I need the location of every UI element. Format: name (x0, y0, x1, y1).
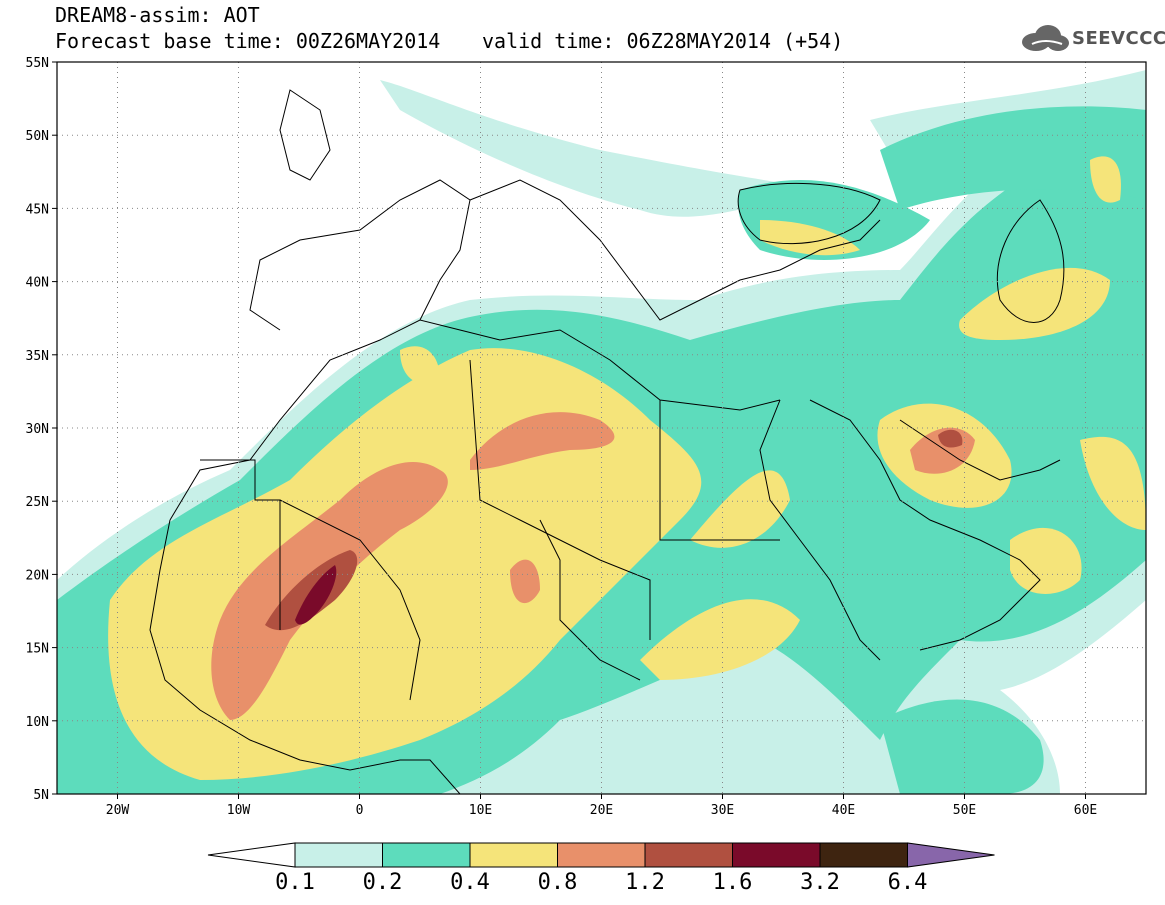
coastlines (149, 89, 1065, 794)
colorbar-segment (294, 842, 383, 868)
lon-tick-label: 60E (1074, 803, 1097, 818)
lat-tick-label: 25N (26, 495, 49, 510)
lon-tick-label: 20E (590, 803, 613, 818)
map-title: DREAM8-assim: AOT (55, 3, 260, 27)
seevccc-logo: SEEVCCC (1018, 22, 1165, 56)
colorbar-label: 0.2 (362, 870, 403, 895)
lat-tick-label: 55N (26, 56, 49, 71)
colorbar-segment (819, 842, 908, 868)
colorbar-label: 3.2 (800, 870, 840, 895)
colorbar-label: 0.1 (275, 870, 315, 895)
colorbar-arrow-low (207, 842, 296, 868)
colorbar (207, 842, 995, 868)
lon-tick-label: 40E (832, 803, 855, 818)
lat-tick-label: 20N (26, 568, 49, 583)
colorbar-segment (557, 842, 646, 868)
colorbar-segment (732, 842, 821, 868)
colorbar-segment (644, 842, 733, 868)
lat-tick-label: 5N (33, 788, 49, 803)
lon-tick-label: 30E (711, 803, 734, 818)
valid-time: valid time: 06Z28MAY2014 (+54) (482, 29, 844, 53)
lat-tick-label: 10N (26, 715, 49, 730)
lon-tick-label: 50E (953, 803, 976, 818)
lat-tick-label: 50N (26, 129, 49, 144)
lon-tick-label: 10W (227, 803, 251, 818)
forecast-base-time: Forecast base time: 00Z26MAY2014 (55, 29, 441, 53)
lat-tick-label: 15N (26, 642, 49, 657)
colorbar-label: 1.2 (625, 870, 665, 895)
colorbar-label: 1.6 (712, 870, 753, 895)
colorbar-label: 0.8 (537, 870, 578, 895)
lat-tick-label: 40N (26, 276, 49, 291)
colorbar-segment (382, 842, 471, 868)
colorbar-segment (469, 842, 558, 868)
colorbar-label: 0.4 (450, 870, 490, 895)
colorbar-arrow-high (907, 842, 995, 868)
lat-tick-label: 30N (26, 422, 49, 437)
cloud-icon (1022, 25, 1069, 51)
aot-field (57, 62, 1146, 794)
axis-ticks: 55N 50N 45N 40N 35N 30N 25N 20N 15N 10N 5N 20W 10W 0 1… (26, 56, 1098, 818)
lon-tick-label: 20W (106, 803, 130, 818)
logo-text: SEEVCCC (1072, 28, 1165, 49)
lat-tick-label: 35N (26, 349, 49, 364)
lat-lon-grid (57, 62, 1146, 794)
lon-tick-label: 10E (469, 803, 492, 818)
lat-tick-label: 45N (26, 202, 49, 217)
colorbar-label: 6.4 (887, 870, 928, 895)
aot-contour-1.6 (295, 565, 337, 625)
lon-tick-label: 0 (356, 803, 364, 818)
